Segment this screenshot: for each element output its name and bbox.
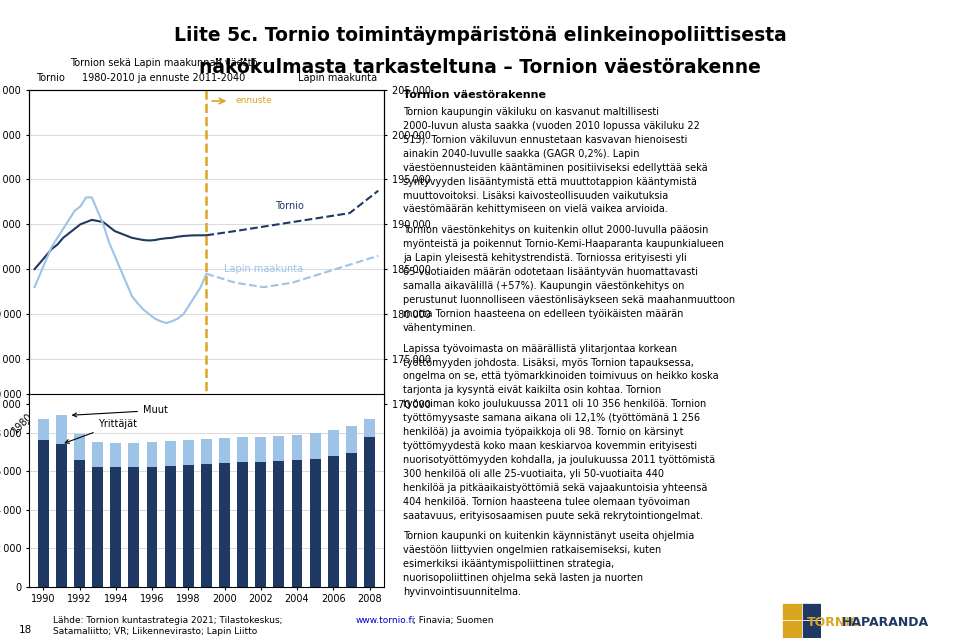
Bar: [782, 603, 802, 620]
Text: Tornio: Tornio: [36, 74, 64, 83]
Bar: [274, 436, 284, 460]
Text: työttömyydestä koko maan keskiarvoa kovemmin erityisesti: työttömyydestä koko maan keskiarvoa kove…: [403, 441, 697, 451]
Bar: [292, 435, 302, 460]
Bar: [782, 620, 802, 638]
Text: Yrittäjät: Yrittäjät: [65, 419, 136, 444]
Text: Lähde: Tornion kuntastrategia 2021; Tilastokeskus;: Lähde: Tornion kuntastrategia 2021; Tila…: [53, 616, 285, 625]
Text: nuorisopoliittinen ohjelma sekä lasten ja nuorten: nuorisopoliittinen ohjelma sekä lasten j…: [403, 573, 643, 583]
Text: Tornion kaupunki on kuitenkin käynnistänyt useita ohjelmia: Tornion kaupunki on kuitenkin käynnistän…: [403, 531, 694, 542]
Text: Lapissa työvoimasta on määrällistä ylitarjontaa korkean: Lapissa työvoimasta on määrällistä ylita…: [403, 344, 678, 354]
Text: 513). Tornion väkiluvun ennustetaan kasvavan hienoisesti: 513). Tornion väkiluvun ennustetaan kasv…: [403, 135, 687, 145]
Text: Tornion kaupungin väkiluku on kasvanut maltillisesti: Tornion kaupungin väkiluku on kasvanut m…: [403, 107, 660, 117]
Text: työvoiman koko joulukuussa 2011 oli 10 356 henkilöä. Tornion: työvoiman koko joulukuussa 2011 oli 10 3…: [403, 399, 707, 409]
Text: muuttovoitoksi. Lisäksi kaivosteollisuuden vaikutuksia: muuttovoitoksi. Lisäksi kaivosteollisuud…: [403, 190, 668, 201]
Bar: [129, 467, 139, 587]
Bar: [364, 437, 375, 587]
Bar: [92, 467, 103, 587]
Text: Tornion väestörakenne: Tornion väestörakenne: [403, 90, 546, 100]
Text: hyvinvointisuunnitelma.: hyvinvointisuunnitelma.: [403, 587, 521, 597]
Text: väestöennusteiden kääntäminen positiiviseksi edellyttää sekä: väestöennusteiden kääntäminen positiivis…: [403, 163, 708, 173]
Bar: [165, 467, 176, 587]
Text: mutta Tornion haasteena on edelleen työikäisten määrän: mutta Tornion haasteena on edelleen työi…: [403, 309, 684, 319]
Text: ja Lapin yleisestä kehitystrendistä. Torniossa erityisesti yli: ja Lapin yleisestä kehitystrendistä. Tor…: [403, 253, 687, 263]
Text: Satamaliitto; VR; Liikennevirasto; Lapin Liitto: Satamaliitto; VR; Liikennevirasto; Lapin…: [53, 627, 257, 636]
Bar: [74, 433, 85, 460]
Text: 404 henkilöä. Tornion haasteena tulee olemaan työvoiman: 404 henkilöä. Tornion haasteena tulee ol…: [403, 497, 690, 506]
Bar: [201, 464, 212, 587]
Bar: [310, 433, 321, 459]
Bar: [74, 460, 85, 587]
Bar: [327, 456, 339, 587]
Text: Tornion väestönkehitys on kuitenkin ollut 2000-luvulla pääosin: Tornion väestönkehitys on kuitenkin ollu…: [403, 226, 708, 235]
Text: Lapin maakunta: Lapin maakunta: [298, 74, 377, 83]
Text: ainakin 2040-luvulle saakka (GAGR 0,2%). Lapin: ainakin 2040-luvulle saakka (GAGR 0,2%).…: [403, 149, 639, 159]
Text: Lapin maakunta: Lapin maakunta: [224, 264, 302, 274]
Text: työttömyysaste samana aikana oli 12,1% (työttömänä 1 256: työttömyysaste samana aikana oli 12,1% (…: [403, 413, 701, 423]
Text: 18: 18: [19, 624, 33, 635]
Bar: [219, 438, 230, 463]
Bar: [56, 444, 67, 587]
Text: esimerkiksi ikääntymispoliittinen strategia,: esimerkiksi ikääntymispoliittinen strate…: [403, 559, 614, 569]
Text: Tornion sekä Lapin maakunnan väestö: Tornion sekä Lapin maakunnan väestö: [70, 58, 257, 68]
Bar: [92, 442, 103, 467]
Text: henkilöä) ja avoimia työpaikkoja oli 98. Tornio on kärsinyt: henkilöä) ja avoimia työpaikkoja oli 98.…: [403, 427, 684, 437]
Bar: [147, 467, 157, 587]
Bar: [346, 453, 357, 587]
Text: vähentyminen.: vähentyminen.: [403, 322, 477, 333]
Text: syntyvyyden lisääntymistä että muuttotappion kääntymistä: syntyvyyden lisääntymistä että muuttotap…: [403, 177, 697, 187]
Text: samalla aikavälillä (+57%). Kaupungin väestönkehitys on: samalla aikavälillä (+57%). Kaupungin vä…: [403, 281, 684, 291]
Bar: [165, 441, 176, 467]
Bar: [201, 440, 212, 464]
Text: saatavuus, erityisosaamisen puute sekä rekrytointiongelmat.: saatavuus, erityisosaamisen puute sekä r…: [403, 510, 703, 520]
Bar: [182, 440, 194, 465]
Text: Liite 5c. Tornio toimintäympäristönä elinkeinopoliittisesta: Liite 5c. Tornio toimintäympäristönä eli…: [174, 26, 786, 45]
Bar: [346, 426, 357, 453]
Text: ennuste: ennuste: [235, 96, 272, 106]
Text: nuorisotyöttömyyden kohdalla, ja joulukuussa 2011 työttömistä: nuorisotyöttömyyden kohdalla, ja jouluku…: [403, 455, 715, 465]
Bar: [110, 444, 121, 467]
Text: työttömyyden johdosta. Lisäksi, myös Tornion tapauksessa,: työttömyyden johdosta. Lisäksi, myös Tor…: [403, 358, 694, 367]
Text: 2000-luvun alusta saakka (vuoden 2010 lopussa väkiluku 22: 2000-luvun alusta saakka (vuoden 2010 lo…: [403, 121, 700, 131]
Text: www.tornio.fi: www.tornio.fi: [355, 616, 415, 625]
Text: myönteistä ja poikennut Tornio-Kemi-Haaparanta kaupunkialueen: myönteistä ja poikennut Tornio-Kemi-Haap…: [403, 239, 724, 249]
Bar: [255, 462, 266, 587]
Bar: [237, 437, 248, 463]
Text: TORNIO: TORNIO: [806, 617, 861, 629]
Bar: [292, 460, 302, 587]
Bar: [364, 419, 375, 437]
Bar: [255, 437, 266, 462]
Bar: [219, 463, 230, 587]
Text: ; Finavia; Suomen: ; Finavia; Suomen: [413, 616, 493, 625]
Text: tarjonta ja kysyntä eivät kaikilta osin kohtaa. Tornion: tarjonta ja kysyntä eivät kaikilta osin …: [403, 385, 661, 395]
Text: Tornion työpaikat yhteensä 1990-2009: Tornion työpaikat yhteensä 1990-2009: [79, 418, 279, 428]
Bar: [110, 467, 121, 587]
Bar: [129, 444, 139, 467]
Text: väestöön liittyvien ongelmien ratkaisemiseksi, kuten: väestöön liittyvien ongelmien ratkaisemi…: [403, 545, 661, 555]
Bar: [147, 442, 157, 467]
Bar: [237, 463, 248, 587]
Bar: [182, 465, 194, 587]
Text: väestömäärän kehittymiseen on vielä vaikea arvioida.: väestömäärän kehittymiseen on vielä vaik…: [403, 204, 668, 215]
Text: 1980-2010 ja ennuste 2011-2040: 1980-2010 ja ennuste 2011-2040: [83, 74, 246, 83]
Text: perustunut luonnolliseen väestönlisäykseen sekä maahanmuuttoon: perustunut luonnolliseen väestönlisäykse…: [403, 295, 735, 305]
Bar: [310, 459, 321, 587]
Bar: [274, 460, 284, 587]
Text: henkilöä ja pitkäaikaistyöttömiä sekä vajaakuntoisia yhteensä: henkilöä ja pitkäaikaistyöttömiä sekä va…: [403, 483, 708, 493]
Bar: [37, 440, 49, 587]
Bar: [327, 429, 339, 456]
Bar: [37, 419, 49, 440]
Text: Tornio: Tornio: [276, 201, 304, 212]
Bar: [802, 603, 821, 620]
Text: 65-vuotiaiden määrän odotetaan lisääntyvän huomattavasti: 65-vuotiaiden määrän odotetaan lisääntyv…: [403, 267, 698, 277]
Text: Muut: Muut: [73, 406, 168, 417]
Text: HAPARANDA: HAPARANDA: [842, 617, 929, 629]
Text: näkökulmasta tarkasteltuna – Tornion väestörakenne: näkökulmasta tarkasteltuna – Tornion väe…: [199, 58, 761, 77]
Bar: [56, 415, 67, 444]
Text: ongelma on se, että työmarkkinoiden toimivuus on heikko koska: ongelma on se, että työmarkkinoiden toim…: [403, 371, 719, 381]
Text: 300 henkilöä oli alle 25-vuotiaita, yli 50-vuotiaita 440: 300 henkilöä oli alle 25-vuotiaita, yli …: [403, 469, 664, 479]
Bar: [802, 620, 821, 638]
